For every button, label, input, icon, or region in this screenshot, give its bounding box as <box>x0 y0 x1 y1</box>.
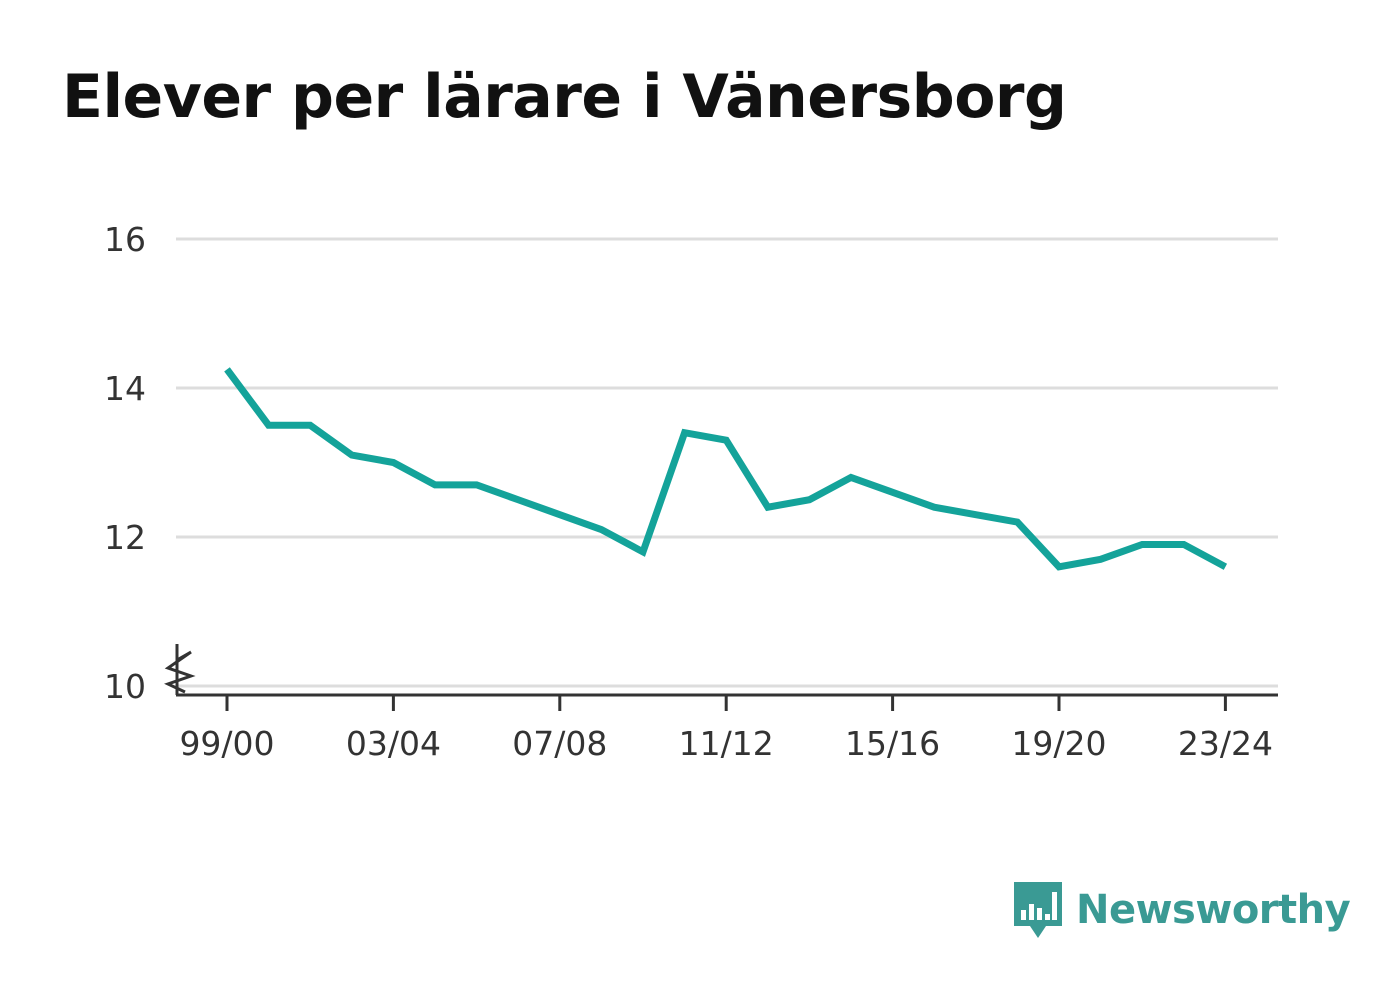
x-axis: 99/00 03/04 07/08 11/12 15/16 19/20 23/24 <box>164 644 1278 763</box>
y-tick-label-12: 12 <box>104 518 146 557</box>
y-tick-label-10: 10 <box>104 667 146 706</box>
y-tick-label-14: 14 <box>104 369 146 408</box>
x-tick-label-03/04: 03/04 <box>346 724 441 763</box>
series-layer <box>224 367 1228 571</box>
chart-title: Elever per lärare i Vänersborg <box>62 62 1067 132</box>
x-tick-label-19/20: 19/20 <box>1011 724 1106 763</box>
x-tick-label-11/12: 11/12 <box>679 724 774 763</box>
x-tick-label-07/08: 07/08 <box>512 724 607 763</box>
newsworthy-logo-icon <box>1014 882 1062 938</box>
y-axis-ticks: 10 12 14 16 <box>104 220 146 706</box>
x-tick-label-15/16: 15/16 <box>845 724 940 763</box>
x-tick-label-99/00: 99/00 <box>179 724 274 763</box>
axis-break-marker <box>164 650 196 694</box>
y-tick-label-16: 16 <box>104 220 146 259</box>
brand-name: Newsworthy <box>1076 887 1351 933</box>
x-tick-label-23/24: 23/24 <box>1178 724 1273 763</box>
gridlines <box>176 237 1278 688</box>
newsworthy-logo: Newsworthy <box>1012 880 1351 940</box>
